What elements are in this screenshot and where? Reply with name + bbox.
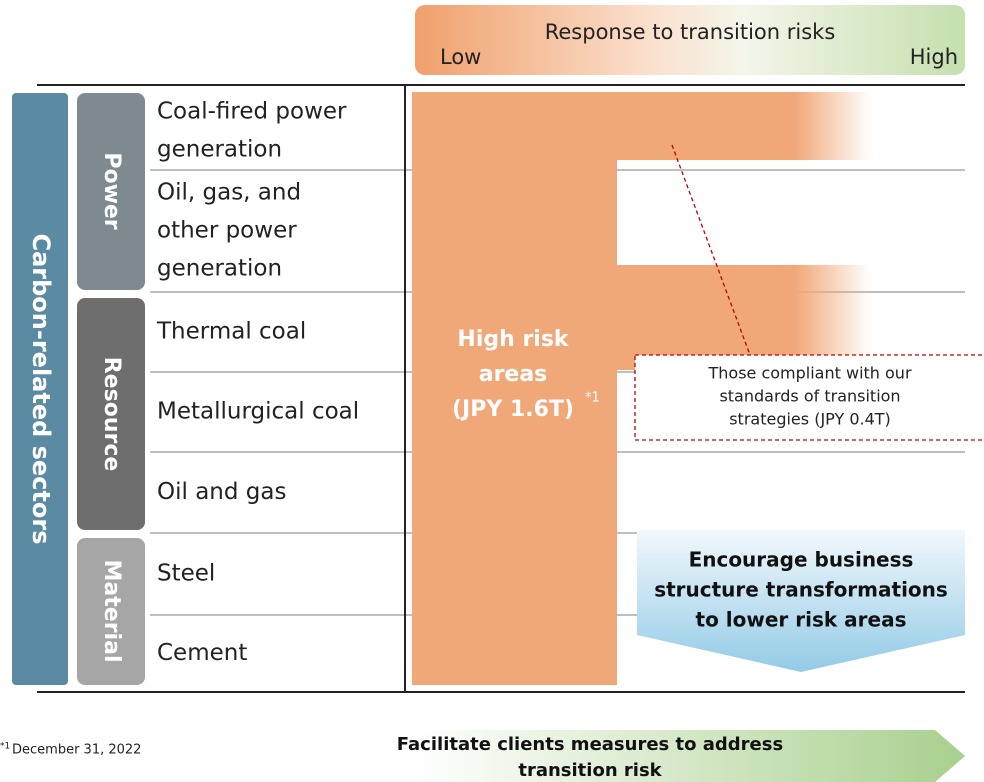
high-risk-text: High risk areas (JPY 1.6T) *1: [452, 327, 600, 422]
facilitate-arrow: [415, 730, 965, 782]
row-label: Cement: [157, 640, 247, 666]
row-label: Metallurgical coal: [157, 399, 359, 425]
group-box: [77, 93, 145, 290]
footnote-text: December 31, 2022: [12, 743, 141, 758]
text-line: transition risk: [518, 760, 662, 781]
high-risk-extension: [616, 265, 871, 370]
text-line: areas: [479, 362, 548, 387]
group-label: Material: [99, 560, 124, 663]
row-label: generation: [157, 137, 282, 163]
text-line: structure transformations: [654, 578, 948, 602]
text-line: Encourage business: [689, 548, 914, 572]
header-bar: [415, 5, 965, 75]
row-label: Oil, gas, and: [157, 180, 301, 206]
note-mark: *1: [585, 391, 600, 406]
header-low: Low: [440, 45, 481, 69]
header-high: High: [910, 45, 958, 69]
group-box: [77, 538, 145, 685]
text-line: strategies (JPY 0.4T): [729, 410, 891, 429]
sectors-label: Carbon-related sectors: [27, 233, 55, 544]
row-label: other power: [157, 218, 297, 244]
text-line: (JPY 1.6T): [452, 397, 574, 422]
text-line: High risk: [457, 327, 570, 352]
footnote-mark: *1: [0, 742, 10, 752]
header-title: Response to transition risks: [545, 20, 836, 44]
group-box: [77, 298, 145, 530]
callout-box: [634, 354, 984, 441]
sectors-bar: [12, 93, 68, 685]
text-line: Facilitate clients measures to address: [397, 734, 783, 755]
row-label: Coal-fired power: [157, 99, 347, 125]
high-risk-area: [412, 92, 617, 685]
row-label: generation: [157, 256, 282, 282]
row-label: Thermal coal: [156, 319, 306, 345]
row-label: Steel: [157, 561, 215, 587]
encourage-arrow: [637, 530, 965, 672]
row-label: Oil and gas: [157, 479, 286, 505]
group-label: Power: [99, 152, 124, 229]
callout-leader: [671, 144, 751, 356]
callout-text: Those compliant with our standards of tra…: [707, 364, 911, 429]
group-label: Resource: [99, 357, 124, 472]
text-line: to lower risk areas: [696, 608, 907, 632]
high-risk-extension: [616, 92, 871, 160]
facilitate-text: Facilitate clients measures to address tr…: [397, 734, 783, 781]
text-line: Those compliant with our: [707, 364, 911, 383]
text-line: standards of transition: [719, 387, 900, 406]
encourage-text: Encourage business structure transformati…: [654, 548, 948, 632]
